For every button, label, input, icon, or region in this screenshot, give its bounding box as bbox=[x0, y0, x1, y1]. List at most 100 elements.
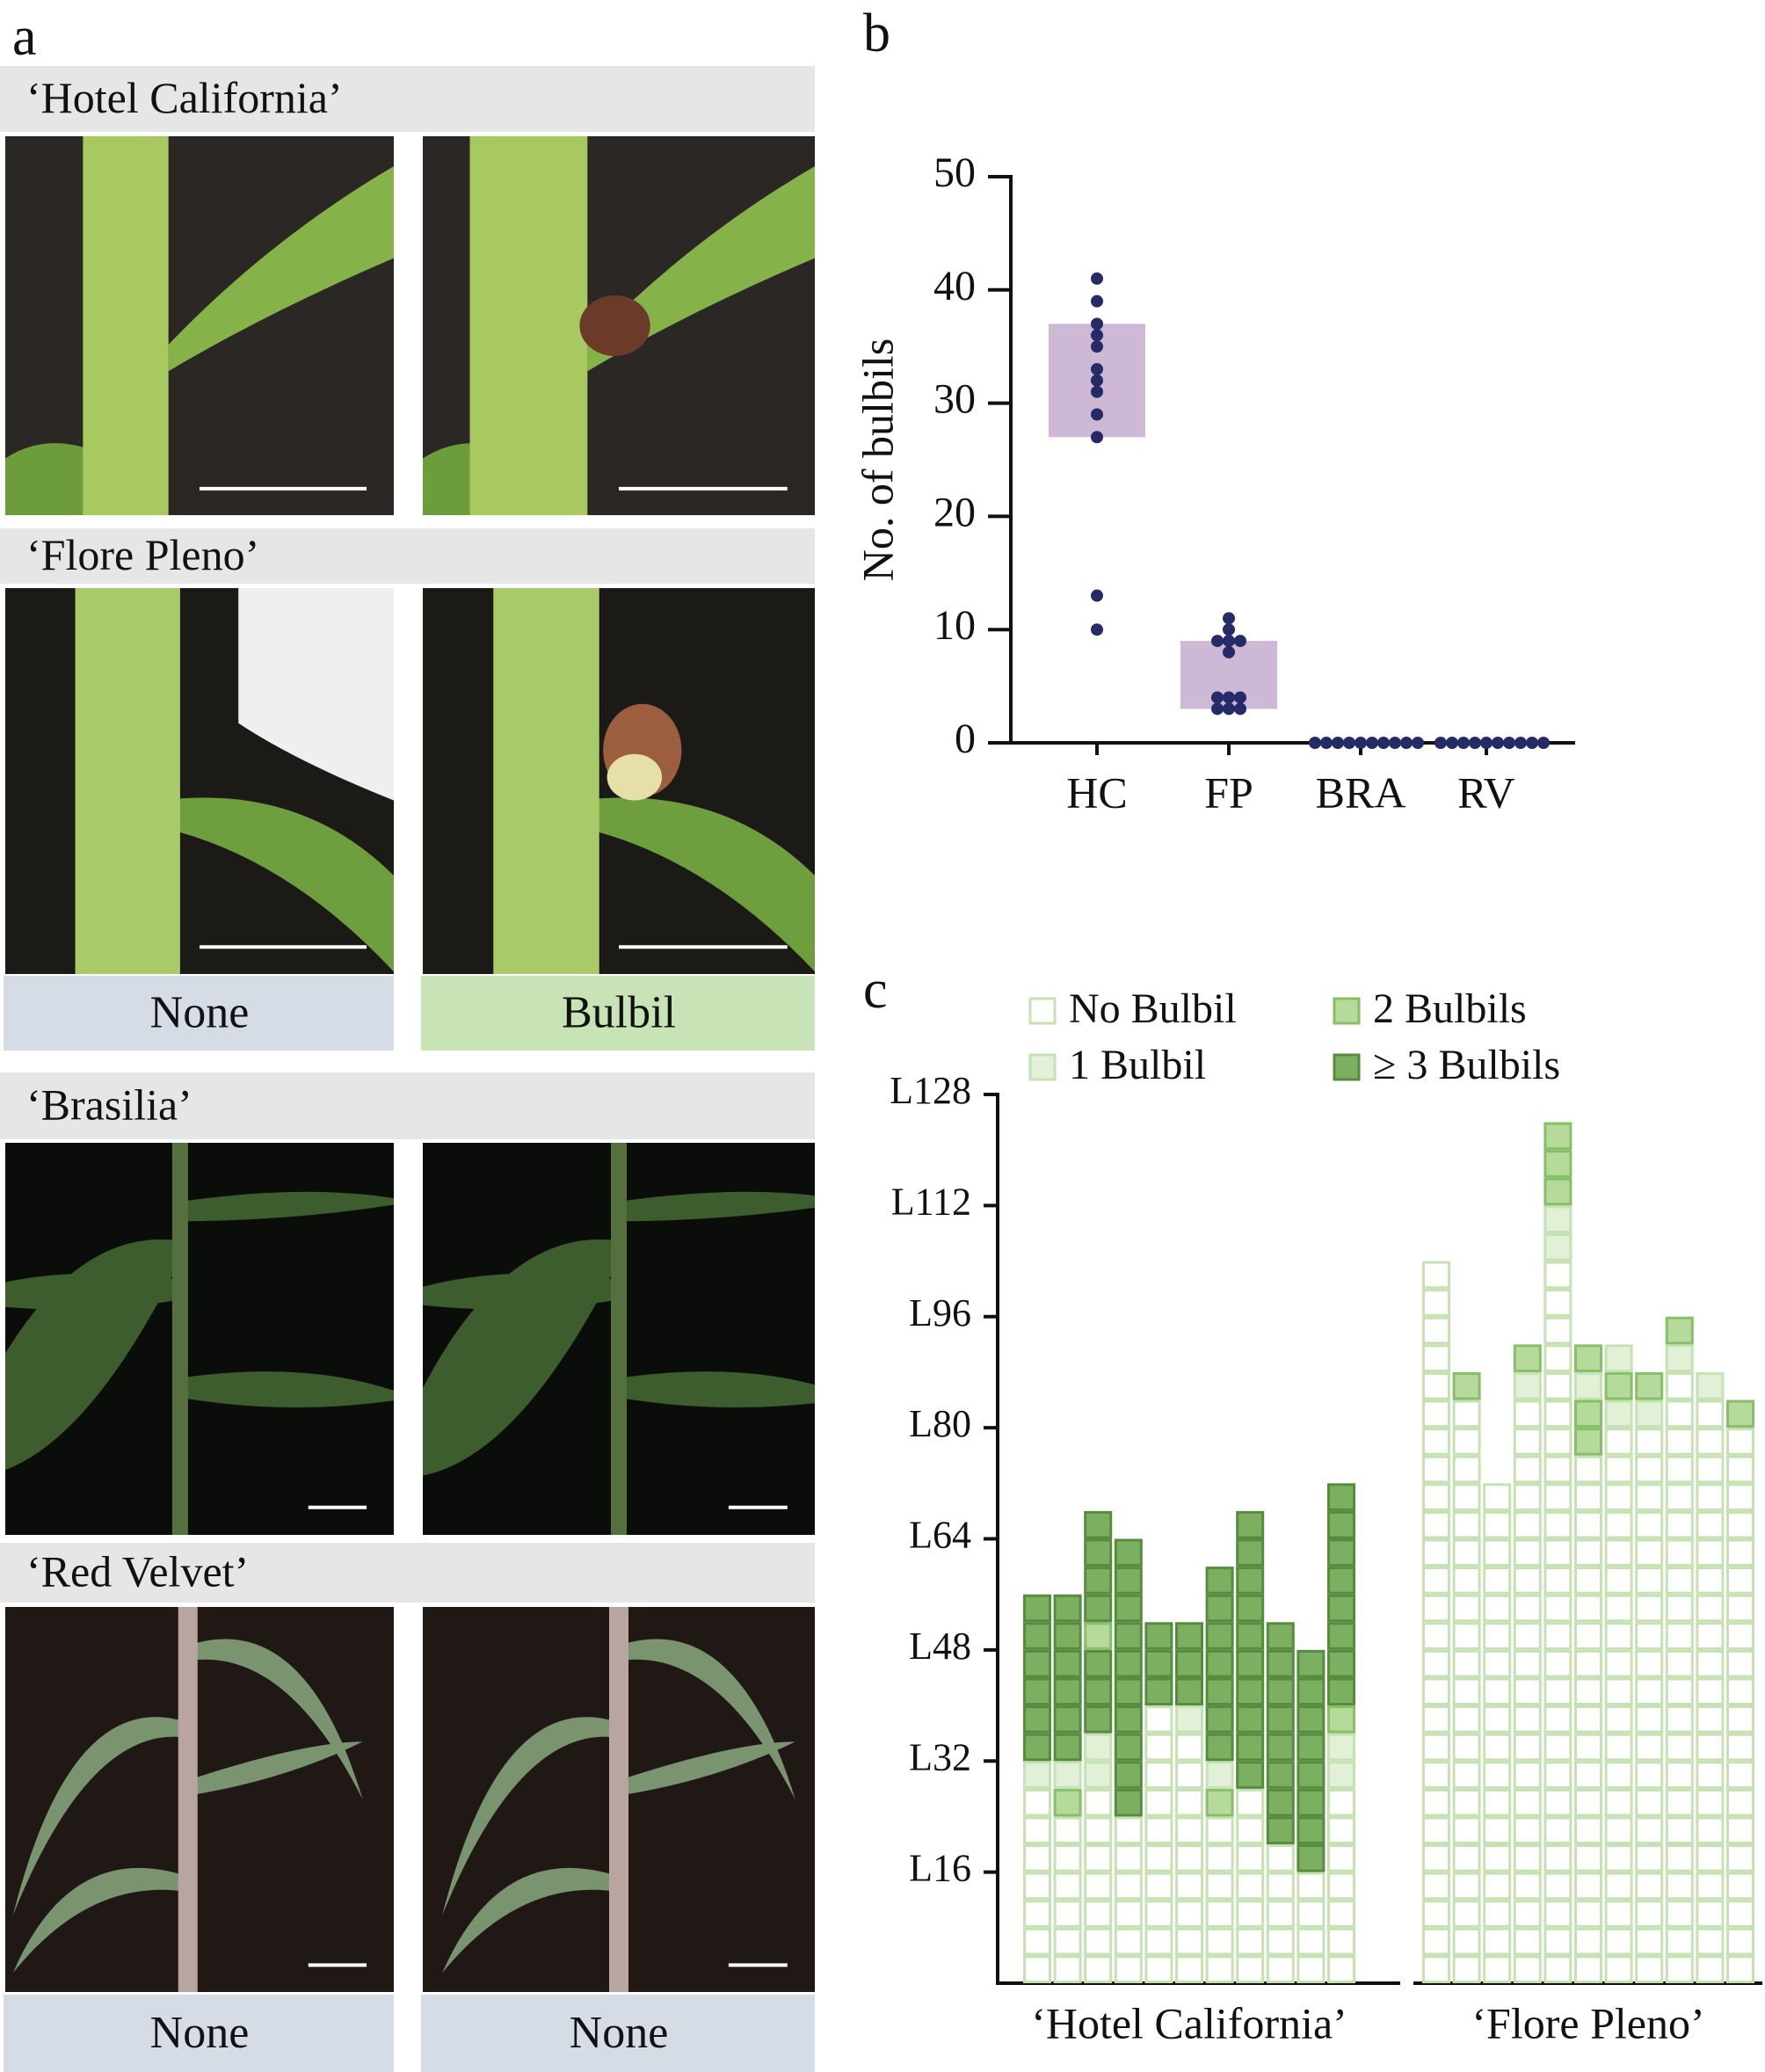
leaf-square bbox=[1665, 1900, 1694, 1928]
leaf-square bbox=[1175, 1649, 1203, 1678]
leaf-square bbox=[1422, 1705, 1450, 1734]
leaf-square bbox=[1266, 1733, 1295, 1762]
leaf-square bbox=[1483, 1927, 1512, 1956]
leaf-square bbox=[1205, 1872, 1234, 1901]
leaf-square bbox=[1604, 1483, 1633, 1511]
leaf-square bbox=[1452, 1483, 1481, 1511]
leaf-square bbox=[1236, 1761, 1265, 1789]
leaf-square bbox=[1327, 1761, 1355, 1789]
leaf-square bbox=[1144, 1677, 1173, 1706]
data-point bbox=[1091, 294, 1103, 308]
leaf-square bbox=[1266, 1900, 1295, 1928]
leaf-square bbox=[1483, 1705, 1512, 1734]
leaf bbox=[619, 1371, 815, 1408]
leaf-square bbox=[1023, 1788, 1051, 1817]
legend-swatch bbox=[1028, 997, 1057, 1025]
leaf-square bbox=[1114, 1733, 1143, 1762]
leaf-square bbox=[1266, 1649, 1295, 1678]
leaf-square bbox=[1452, 1955, 1481, 1983]
data-point bbox=[1355, 737, 1367, 749]
leaf-square bbox=[1543, 1816, 1573, 1845]
leaf-square bbox=[1053, 1788, 1082, 1817]
leaf-square bbox=[1543, 1261, 1573, 1290]
stem bbox=[75, 588, 180, 974]
leaf-square bbox=[1665, 1510, 1694, 1539]
leaf-square bbox=[1236, 1594, 1265, 1623]
leaf-square bbox=[1327, 1510, 1355, 1539]
leaf-square bbox=[1483, 1567, 1512, 1595]
leaf-square bbox=[1452, 1927, 1481, 1956]
phenotype-label: None bbox=[150, 2008, 250, 2058]
leaf-square bbox=[1084, 1872, 1113, 1901]
leaf-square bbox=[1452, 1622, 1481, 1650]
leaf-square bbox=[1422, 1371, 1450, 1400]
leaf-square bbox=[1422, 1483, 1450, 1511]
leaf-square bbox=[1574, 1900, 1602, 1928]
leaf-square bbox=[1604, 1761, 1633, 1789]
legend-swatch bbox=[1028, 1053, 1057, 1081]
leaf-square bbox=[1635, 1733, 1664, 1762]
leaf-square bbox=[1144, 1733, 1173, 1762]
leaf-square bbox=[1452, 1733, 1481, 1762]
leaf-square bbox=[1513, 1844, 1542, 1872]
leaf-square bbox=[1696, 1510, 1725, 1539]
leaf-square bbox=[1543, 1872, 1573, 1901]
leaf-square bbox=[1635, 1816, 1664, 1845]
leaf-square bbox=[1726, 1844, 1754, 1872]
leaf-square bbox=[1726, 1567, 1754, 1595]
leaf-square bbox=[1696, 1594, 1725, 1623]
leaf-square bbox=[1726, 1788, 1754, 1817]
leaf-square bbox=[1175, 1844, 1203, 1872]
variety-header bbox=[0, 528, 815, 584]
leaf-square bbox=[1452, 1428, 1481, 1456]
leaf-square bbox=[1483, 1594, 1512, 1623]
leaf-square bbox=[1205, 1594, 1234, 1623]
leaf-square bbox=[1422, 1622, 1450, 1650]
y-tick-label: 10 bbox=[933, 602, 976, 649]
leaf-square bbox=[1422, 1428, 1450, 1456]
leaf-square bbox=[1084, 1900, 1113, 1928]
data-point bbox=[1091, 623, 1103, 636]
data-point bbox=[1223, 702, 1235, 716]
data-point bbox=[1223, 691, 1235, 704]
leaf-square bbox=[1726, 1900, 1754, 1928]
leaf-square bbox=[1635, 1400, 1664, 1429]
leaf-square bbox=[1483, 1510, 1512, 1539]
leaf-square bbox=[1084, 1649, 1113, 1678]
leaf-square bbox=[1175, 1677, 1203, 1706]
leaf-square bbox=[1422, 1927, 1450, 1956]
leaf-square bbox=[1574, 1538, 1602, 1567]
phenotype-label: None bbox=[570, 2008, 669, 2058]
leaf-square bbox=[1726, 1677, 1754, 1706]
leaf-square bbox=[1327, 1594, 1355, 1623]
leaf-square bbox=[1635, 1705, 1664, 1734]
panel-label: b bbox=[863, 4, 890, 63]
leaf-square bbox=[1513, 1483, 1542, 1511]
leaf-square bbox=[1665, 1400, 1694, 1429]
leaf-square bbox=[1084, 1844, 1113, 1872]
data-point bbox=[1234, 702, 1246, 716]
leaf bbox=[187, 1741, 363, 1796]
leaf-square bbox=[1513, 1510, 1542, 1539]
leaf-square bbox=[1696, 1900, 1725, 1928]
leaf-square bbox=[1327, 1955, 1355, 1983]
leaf-square bbox=[1422, 1761, 1450, 1789]
leaf-square bbox=[1452, 1900, 1481, 1928]
legend-swatch bbox=[1333, 997, 1361, 1025]
leaf-square bbox=[1635, 1649, 1664, 1678]
leaf-square bbox=[1483, 1816, 1512, 1845]
leaf-square bbox=[1175, 1622, 1203, 1650]
leaf-square bbox=[1604, 1788, 1633, 1817]
group-label: ‘Flore Pleno’ bbox=[1471, 1998, 1704, 2047]
leaf bbox=[160, 797, 394, 972]
variety-header bbox=[0, 66, 815, 132]
leaf-square bbox=[1635, 1927, 1664, 1956]
leaf-square bbox=[1483, 1733, 1512, 1762]
phenotype-box bbox=[421, 976, 815, 1051]
leaf-square bbox=[1452, 1677, 1481, 1706]
leaf-square bbox=[1635, 1455, 1664, 1484]
background-card bbox=[238, 588, 394, 801]
leaf-square bbox=[1635, 1844, 1664, 1872]
leaf-square bbox=[1114, 1567, 1143, 1595]
leaf-square bbox=[1513, 1705, 1542, 1734]
